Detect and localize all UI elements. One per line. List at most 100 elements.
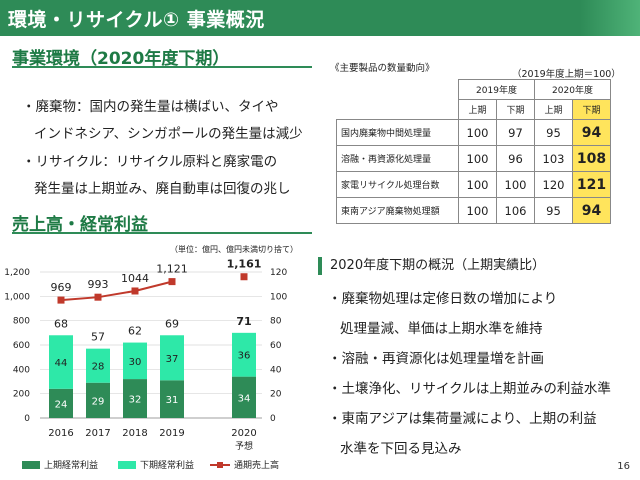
x-tick-label: 2017: [85, 428, 110, 439]
sales-section-underline: [12, 232, 312, 234]
qty-cell: 100: [458, 171, 497, 198]
bar-label-second-half: 28: [92, 362, 105, 373]
sales-point: [168, 278, 176, 286]
sales-section-title: 売上高・経常利益: [12, 215, 148, 235]
bar-label-second-half: 44: [55, 358, 68, 369]
overview-item: 処理量減、単価は上期水準を維持: [340, 321, 543, 337]
header-accent: [580, 0, 640, 36]
table-row: 家電リサイクル処理台数 100 100 120 121: [336, 171, 611, 198]
y-left-tick-label: 200: [13, 390, 30, 400]
y-left-axis: 0 200 400 600 800 1,000 1,200: [4, 268, 30, 424]
bar-label-first-half: 32: [129, 395, 142, 406]
qty-half-header: 下期: [496, 99, 535, 120]
sales-value-label: 1,161: [227, 258, 262, 271]
legend-label: 通期売上高: [234, 461, 280, 471]
x-tick-label: 2018: [122, 428, 147, 439]
y-left-tick-label: 1,200: [4, 268, 30, 278]
slide-title: 環境・リサイクル① 事業概況: [8, 9, 265, 31]
y-left-tick-label: 0: [24, 414, 30, 424]
env-bullet-1: ・廃棄物：国内の発生量は横ばい、タイや: [22, 99, 279, 115]
qty-cell-highlight: 121: [572, 171, 611, 198]
qty-cell: 95: [534, 119, 573, 146]
y-left-tick-label: 1,000: [4, 292, 30, 302]
sales-value-label: 1,121: [156, 263, 188, 276]
y-right-tick-label: 100: [270, 292, 287, 302]
y-right-tick-label: 20: [270, 390, 282, 400]
qty-half-header: 上期: [534, 99, 573, 120]
sales-point: [57, 296, 65, 304]
qty-year-2019: 2019年度: [458, 79, 535, 100]
bar-total-label: 69: [165, 317, 179, 330]
sales-value-label: 993: [88, 278, 109, 291]
qty-row-label: 国内廃棄物中間処理量: [336, 119, 459, 146]
overview-item: 水準を下回る見込み: [340, 441, 462, 457]
sales-value-label: 969: [51, 281, 72, 294]
bar-label-first-half: 24: [55, 399, 68, 410]
overview-title: 2020年度下期の概況（上期実績比）: [318, 257, 545, 275]
legend-item: 通期売上高: [210, 458, 279, 471]
table-row: 溶融・再資源化処理量 100 96 103 108: [336, 145, 611, 172]
bar-second-half: [232, 332, 256, 377]
legend-swatch: [118, 460, 136, 469]
qty-cell: 97: [496, 119, 535, 146]
y-right-tick-label: 60: [270, 341, 282, 351]
bar-second-half: [49, 335, 73, 389]
bar-label-second-half: 36: [238, 351, 251, 362]
qty-cell: 103: [534, 145, 573, 172]
qty-cell: 120: [534, 171, 573, 198]
qty-table-corner: [336, 79, 459, 120]
overview-item: ・土壌浄化、リサイクルは上期並みの利益水準: [328, 381, 611, 397]
bar-first-half: [123, 379, 147, 418]
sales-value-label: 1044: [121, 272, 149, 285]
bar-second-half: [160, 335, 184, 381]
legend-line-swatch: [210, 461, 230, 468]
bar-first-half: [160, 380, 184, 418]
x-tick-label: 2019: [159, 428, 184, 439]
qty-table-base-note: （2019年度上期＝100）: [512, 69, 621, 80]
legend-swatch: [22, 460, 40, 469]
env-bullet-1-cont: インドネシア、シンガポールの発生量は減少: [34, 126, 303, 142]
bar-label-first-half: 31: [166, 395, 179, 406]
page-number: 16: [617, 461, 630, 472]
overview-item: ・廃棄物処理は定修日数の増加により: [328, 291, 558, 307]
x-tick-label: 2020: [231, 428, 256, 439]
env-section-title: 事業環境（2020年度下期）: [12, 49, 230, 69]
env-bullet-2: ・リサイクル：リサイクル原料と廃家電の: [22, 154, 278, 170]
bar-total-label: 62: [128, 325, 142, 338]
bar-second-half: [123, 342, 147, 380]
overview-item: ・東南アジアは集荷量減により、上期の利益: [328, 411, 597, 427]
qty-cell: 100: [496, 171, 535, 198]
bar-label-second-half: 37: [166, 354, 179, 365]
qty-cell-highlight: 94: [572, 197, 611, 224]
legend-label: 下期経常利益: [140, 461, 195, 471]
qty-cell: 106: [496, 197, 535, 224]
y-right-axis: 0 20 40 60 80 100 120: [270, 268, 287, 424]
legend-label: 上期経常利益: [44, 461, 99, 471]
table-row: 東南アジア廃棄物処理額 100 106 95 94: [336, 197, 611, 224]
qty-cell: 100: [458, 119, 497, 146]
bar-total-label: 71: [236, 315, 251, 328]
x-tick-label: 2016: [48, 428, 73, 439]
bar-label-first-half: 29: [92, 396, 105, 407]
y-left-tick-label: 800: [13, 317, 30, 327]
slide-header: 環境・リサイクル① 事業概況: [0, 0, 640, 36]
y-left-tick-label: 600: [13, 341, 30, 351]
legend-item: 下期経常利益: [118, 458, 194, 471]
qty-cell: 100: [458, 145, 497, 172]
qty-half-header-highlight: 下期: [572, 99, 611, 120]
chart-bars: 24 44 68 29 28 57 32 30 62 31 37 69 34 36 71: [49, 315, 256, 418]
env-section-underline: [12, 66, 312, 68]
x-tick-sublabel: 予想: [235, 440, 253, 452]
qty-row-label: 家電リサイクル処理台数: [336, 171, 459, 198]
bar-total-label: 68: [54, 317, 68, 330]
qty-row-label: 東南アジア廃棄物処理額: [336, 197, 459, 224]
chart-unit-note: （単位：億円、億円未満切り捨て）: [170, 245, 298, 254]
bar-label-second-half: 30: [129, 357, 142, 368]
y-right-tick-label: 0: [270, 414, 276, 424]
qty-year-2020: 2020年度: [534, 79, 611, 100]
qty-cell-highlight: 94: [572, 119, 611, 146]
chart-gridlines: [40, 271, 262, 419]
y-right-tick-label: 120: [270, 268, 287, 278]
